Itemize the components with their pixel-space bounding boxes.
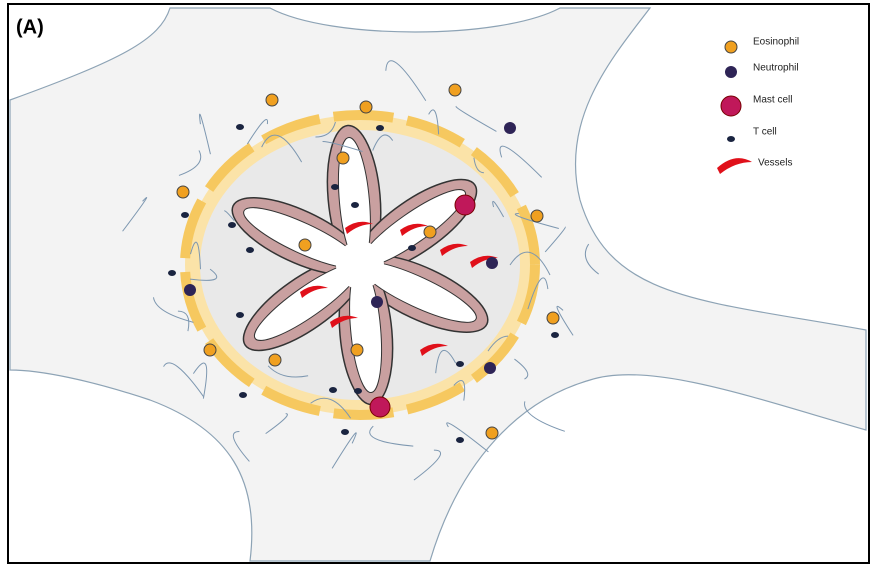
vessel — [420, 343, 448, 356]
fiber — [190, 268, 218, 281]
neutrophil — [184, 284, 196, 296]
mast-cell — [454, 194, 476, 216]
fiber — [544, 226, 566, 253]
fiber — [428, 109, 440, 135]
legend-neutrophil-icon — [725, 66, 737, 78]
eosinophil — [423, 225, 437, 239]
fiber — [369, 425, 414, 447]
fiber — [453, 380, 466, 401]
eosinophil — [265, 93, 279, 107]
vessel — [330, 315, 358, 328]
fiber — [509, 251, 551, 276]
eosinophil — [530, 209, 544, 223]
legend-label: Vessels — [758, 158, 792, 169]
fiber — [435, 350, 457, 374]
fiber — [524, 401, 566, 432]
fiber — [232, 430, 250, 462]
fiber — [192, 362, 208, 399]
vessel — [345, 221, 373, 234]
fiber — [310, 397, 352, 419]
vessel — [300, 285, 328, 298]
eosinophil — [268, 353, 282, 367]
t-cell — [456, 437, 464, 443]
fiber — [261, 134, 303, 163]
fiber — [492, 200, 505, 218]
legend: Eosinophil Neutrophil Mast cell T cell V… — [717, 37, 799, 174]
legend-label: T cell — [753, 127, 777, 138]
fiber — [246, 119, 268, 145]
t-cell — [331, 184, 339, 190]
eosinophil — [485, 426, 499, 440]
fiber — [473, 157, 484, 174]
fiber — [499, 145, 543, 178]
fiber — [455, 105, 497, 132]
t-cell — [168, 270, 176, 276]
legend-label: Neutrophil — [753, 63, 799, 74]
eosinophil — [359, 100, 373, 114]
legend-eosinophil-icon — [724, 40, 738, 54]
t-cell — [246, 247, 254, 253]
fiber — [487, 335, 509, 352]
t-cell — [236, 124, 244, 130]
t-cell — [354, 388, 362, 394]
mast-cell — [369, 396, 391, 418]
fiber — [446, 422, 489, 453]
neutrophil — [484, 362, 496, 374]
t-cell — [376, 125, 384, 131]
fiber — [265, 413, 288, 435]
t-cell — [351, 202, 359, 208]
t-cell — [341, 429, 349, 435]
legend-t-cell-icon — [727, 136, 735, 142]
t-cell — [181, 212, 189, 218]
eosinophil — [448, 83, 462, 97]
legend-vessel-icon — [717, 158, 752, 174]
fiber — [556, 305, 574, 336]
vessel — [470, 255, 498, 268]
fiber — [331, 432, 357, 469]
legend-label: Eosinophil — [753, 37, 799, 48]
t-cell — [408, 245, 416, 251]
eosinophil — [176, 185, 190, 199]
eosinophil — [298, 238, 312, 252]
legend-mast-cell-icon — [720, 95, 742, 117]
eosinophil — [336, 151, 350, 165]
neutrophil — [371, 296, 383, 308]
fiber — [152, 297, 194, 323]
fiber — [514, 358, 529, 380]
fiber — [199, 113, 211, 155]
fiber — [413, 449, 441, 481]
t-cell — [228, 222, 236, 228]
eosinophil — [350, 343, 364, 357]
fiber — [315, 121, 336, 138]
eosinophil — [546, 311, 560, 325]
cells — [122, 60, 599, 481]
fiber — [385, 60, 427, 102]
fiber — [122, 196, 148, 232]
neutrophil — [486, 257, 498, 269]
t-cell — [329, 387, 337, 393]
t-cell — [239, 392, 247, 398]
eosinophil — [203, 343, 217, 357]
vessel — [440, 243, 468, 256]
panel-label: (A) — [16, 16, 44, 38]
fiber — [267, 365, 309, 378]
t-cell — [551, 332, 559, 338]
t-cell — [456, 361, 464, 367]
vessel — [400, 223, 428, 236]
neutrophil — [504, 122, 516, 134]
airway-center — [336, 241, 384, 289]
fiber — [177, 310, 190, 332]
fiber — [178, 150, 202, 176]
fiber — [514, 212, 559, 229]
fiber — [224, 210, 235, 222]
fiber — [584, 243, 599, 275]
fiber — [322, 141, 363, 153]
fiber — [163, 362, 204, 397]
fiber — [527, 277, 549, 310]
legend-label: Mast cell — [753, 95, 792, 106]
fiber — [372, 134, 394, 151]
fiber — [189, 241, 201, 270]
t-cell — [236, 312, 244, 318]
